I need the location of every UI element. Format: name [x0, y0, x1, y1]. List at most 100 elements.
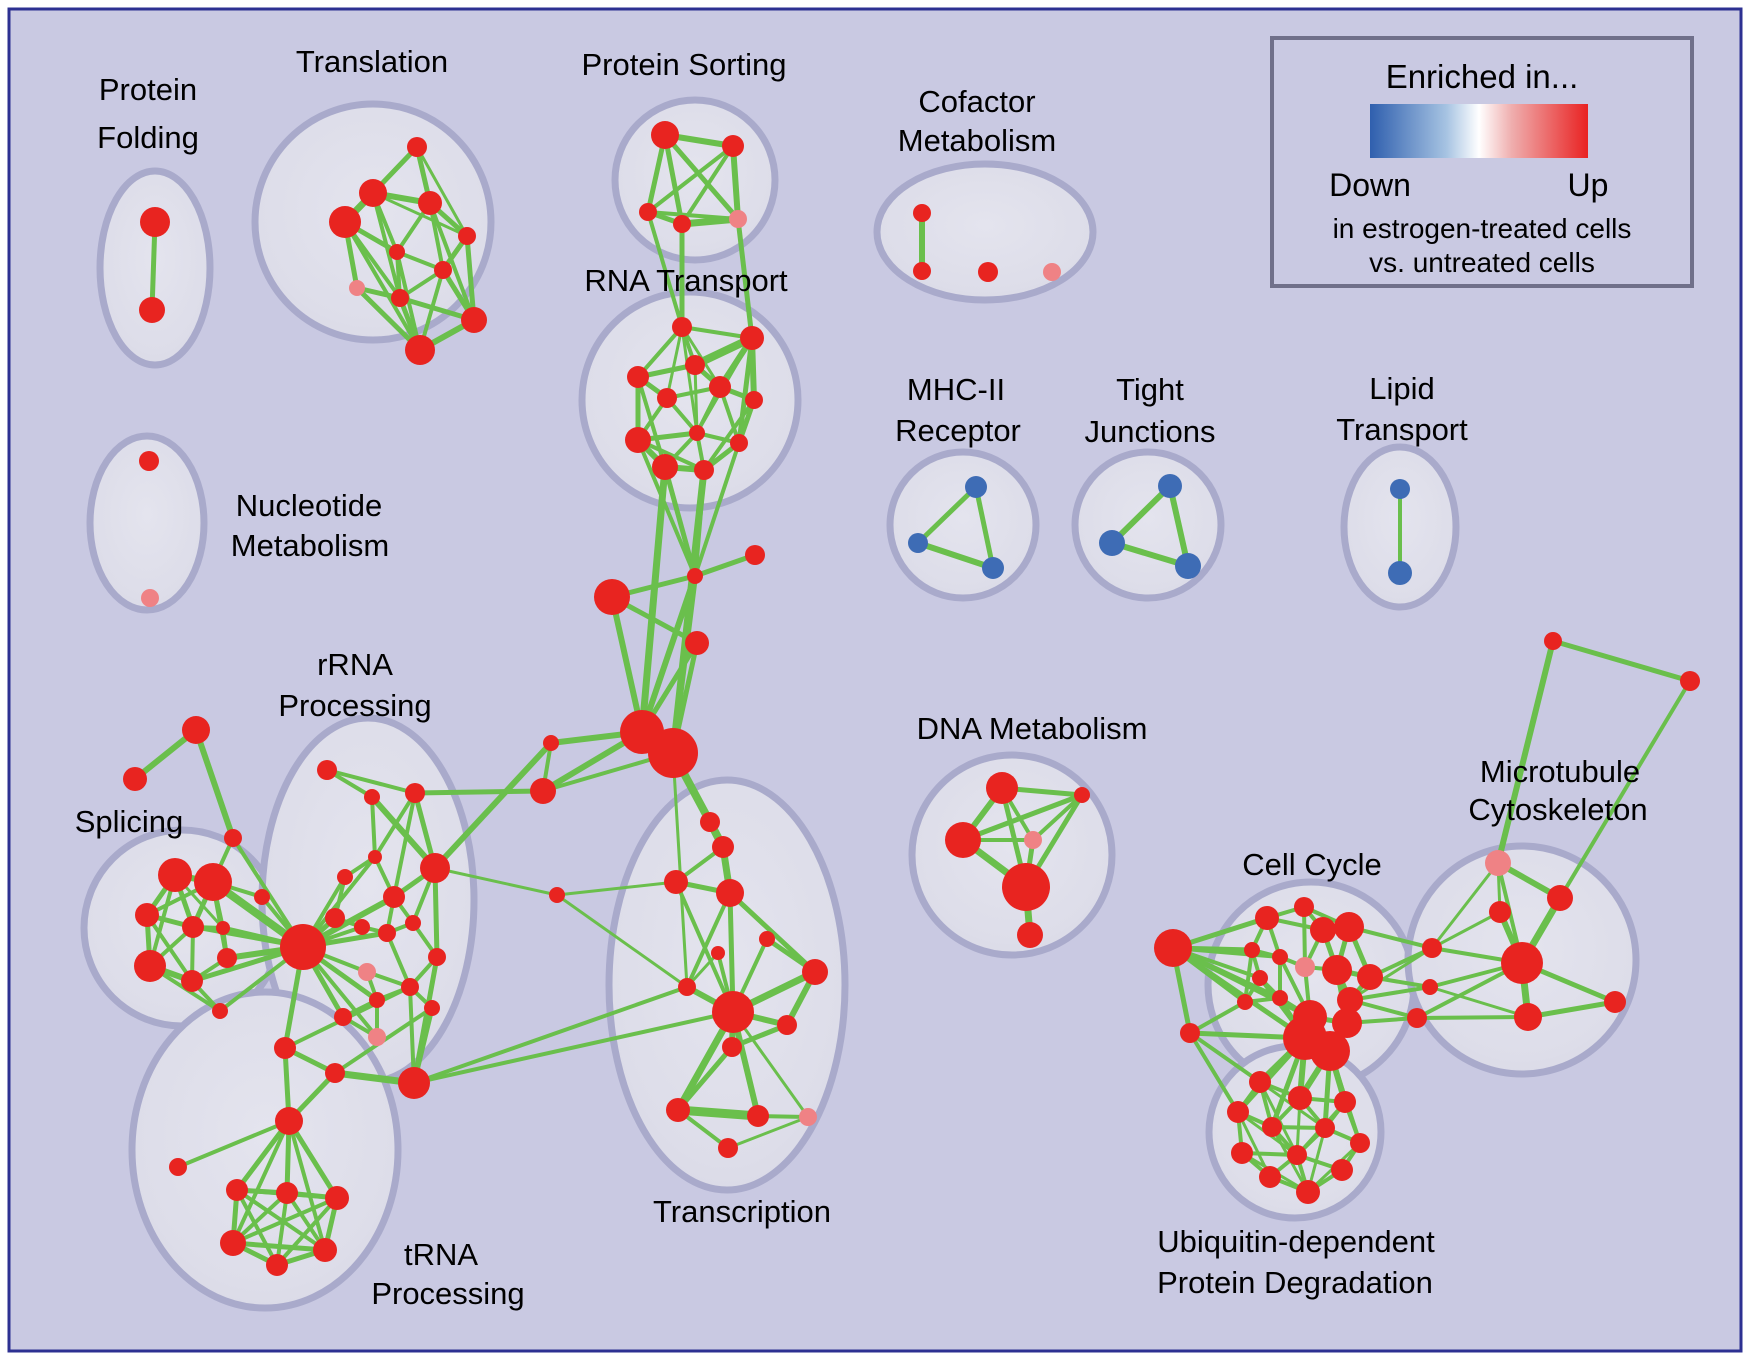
edge-rt2-rt8 [693, 363, 699, 435]
legend: Enriched in... Down Up in estrogen-treat… [1270, 36, 1694, 288]
node-t1 [359, 179, 387, 207]
node-x0 [182, 716, 210, 744]
node-cy7 [1272, 949, 1288, 965]
edge-rt9-cc0 [693, 441, 741, 578]
node-t3 [329, 206, 361, 238]
edge-rr4-cc6 [433, 866, 559, 897]
node-cc1 [745, 545, 765, 565]
node-cy9 [1252, 970, 1268, 986]
edge-rt7-cc0 [636, 438, 697, 578]
cluster-labels-layer: Protein Folding Translation Protein Sorting… [75, 44, 1648, 1311]
node-t4 [458, 227, 476, 245]
node-sp2 [135, 903, 159, 927]
node-cc4 [543, 735, 559, 751]
node-sp4 [216, 921, 230, 935]
edge-cc0-cc1 [692, 552, 758, 579]
node-rr18 [334, 1008, 352, 1026]
edge-rt10-hub1 [638, 463, 669, 736]
cluster-label-rrna-processing-line1: rRNA [317, 647, 393, 682]
node-lt1 [1388, 561, 1412, 585]
legend-up-label: Up [1568, 167, 1609, 203]
cluster-label-translation: Translation [296, 44, 448, 79]
node-ub6 [1315, 1118, 1335, 1138]
edge-tx3-tx6 [685, 891, 732, 989]
edge-cc0-hub1 [639, 573, 698, 735]
node-pf0 [140, 207, 170, 237]
node-cy10 [1322, 955, 1352, 985]
node-mh0 [965, 476, 987, 498]
cluster-label-mhc-ii-receptor-line1: MHC-II [907, 372, 1005, 407]
node-cy8 [1295, 957, 1315, 977]
node-cyb0 [1422, 938, 1442, 958]
node-tx8 [712, 991, 754, 1033]
node-cy12 [1237, 994, 1253, 1010]
node-cc2 [594, 579, 630, 615]
edge-ps1-ps3 [680, 144, 735, 226]
node-ub5 [1262, 1117, 1282, 1137]
cluster-label-mhc-ii-receptor-line2: Receptor [895, 413, 1021, 448]
edge-ps1-ps4 [730, 143, 741, 222]
node-sp0 [158, 858, 192, 892]
edge-rt0-rt4 [665, 325, 684, 400]
node-mh2 [982, 557, 1004, 579]
edge-tp0-tp1 [176, 1119, 291, 1169]
node-ub1 [1249, 1071, 1271, 1093]
node-ub3 [1334, 1091, 1356, 1113]
node-tj1 [1099, 530, 1125, 556]
node-mt0 [1485, 850, 1511, 876]
node-sp1 [194, 863, 232, 901]
edge-cy0-cy17 [1170, 945, 1308, 1041]
node-t5 [389, 244, 405, 260]
cluster-label-protein-folding-line1: Protein [99, 72, 197, 107]
node-pf1 [139, 297, 165, 323]
node-tp5 [220, 1230, 246, 1256]
node-rr14 [358, 963, 376, 981]
edge-tp5-tp6 [230, 1240, 328, 1253]
node-tx5 [711, 946, 725, 960]
edge-rt6-rt11 [702, 398, 756, 472]
cluster-label-lipid-transport-line2: Transport [1336, 412, 1468, 447]
node-nm1 [141, 589, 159, 607]
node-t6 [434, 261, 452, 279]
cluster-ellipse-translation [251, 100, 495, 344]
node-rr5 [383, 886, 405, 908]
node-x2 [224, 829, 242, 847]
node-mt4 [1514, 1003, 1542, 1031]
edge-tj1-tj2 [1109, 540, 1191, 569]
node-cm3 [1043, 263, 1061, 281]
node-rr16 [401, 978, 419, 996]
node-mtx0 [1544, 632, 1562, 650]
node-rr19 [368, 1028, 386, 1046]
node-dm0 [986, 772, 1018, 804]
node-rt9 [730, 434, 748, 452]
edge-ps0-ps4 [662, 132, 741, 222]
node-tp0 [275, 1107, 303, 1135]
node-rt6 [745, 391, 763, 409]
edge-cy1-ub1 [1188, 1031, 1262, 1084]
node-tp6 [313, 1238, 337, 1262]
edge-cyb0-mt2 [1430, 910, 1502, 950]
node-cc7 [664, 870, 688, 894]
edge-cc2-hub1 [609, 594, 645, 735]
cluster-label-cell-cycle: Cell Cycle [1242, 847, 1382, 882]
node-rt3 [627, 366, 649, 388]
node-rr15 [369, 992, 385, 1008]
node-ub8 [1231, 1142, 1253, 1164]
node-x1 [123, 767, 147, 791]
node-cc0 [687, 568, 703, 584]
node-ub4 [1227, 1101, 1249, 1123]
node-cm2 [978, 262, 998, 282]
node-cy11 [1357, 964, 1383, 990]
node-rr22 [274, 1037, 296, 1059]
cluster-label-microtubule-cytoskeleton-line1: Microtubule [1480, 754, 1640, 789]
cluster-ellipse-mhc-ii-receptor [886, 448, 1040, 602]
node-tx1 [712, 836, 734, 858]
edge-rr24-tx6 [412, 985, 689, 1085]
node-sp3 [182, 916, 204, 938]
edge-rr10-rr16 [385, 931, 412, 989]
edge-cy1-cy12 [1188, 1000, 1247, 1035]
node-mt3 [1501, 942, 1543, 984]
edge-cy1-ub4 [1188, 1031, 1240, 1114]
node-tx11 [666, 1098, 690, 1122]
node-ub9 [1287, 1145, 1307, 1165]
